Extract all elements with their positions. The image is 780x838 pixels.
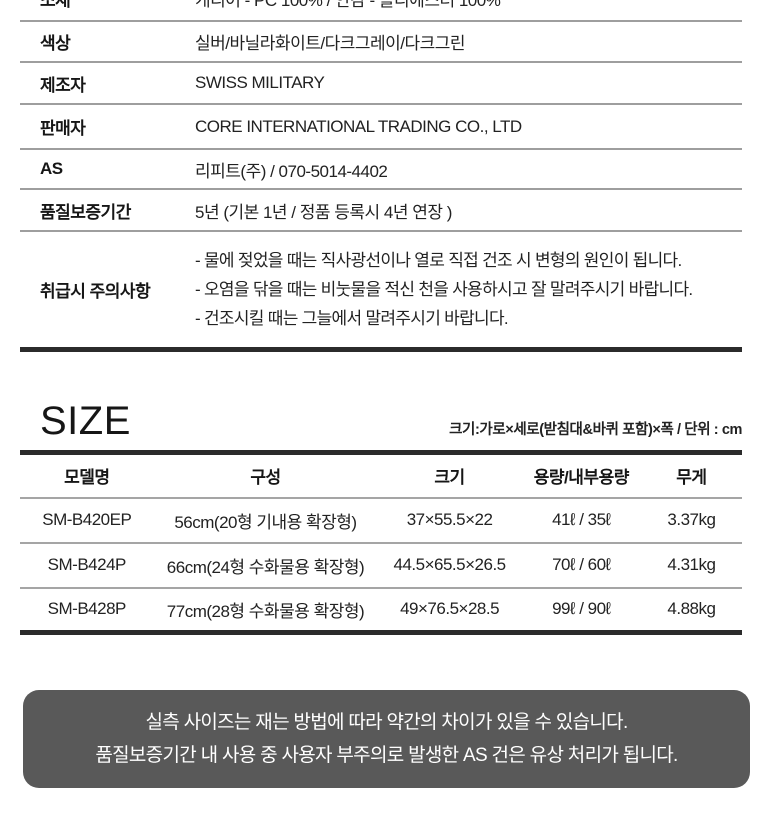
model-name: SM-B420EP: [20, 497, 154, 544]
spec-label-caution: 취급시 주의사항: [40, 282, 151, 301]
size-unit-note: 크기:가로×세로(받침대&바퀴 포함)×폭 / 단위 : cm: [449, 422, 742, 438]
size-table-header-row: 모델명 구성 크기 용량/내부용량 무게: [20, 452, 742, 499]
model-capacity: 41ℓ / 35ℓ: [521, 497, 641, 544]
size-table-row-1: SM-B420EP 56cm(20형 기내용 확장형) 37×55.5×22 4…: [20, 497, 742, 544]
size-table: 모델명 구성 크기 용량/내부용량 무게 SM-B420EP 56cm(20형 …: [20, 450, 742, 635]
spec-value-seller: CORE INTERNATIONAL TRADING CO., LTD: [195, 116, 522, 136]
spec-row-as: AS 리피트(주) / 070-5014-4402: [20, 150, 742, 190]
spec-value-caution: - 물에 젖었을 때는 직사광선이나 열로 직접 건조 시 변형의 원인이 됩니…: [195, 247, 742, 332]
size-col-model: 모델명: [20, 452, 154, 499]
model-dims: 44.5×65.5×26.5: [377, 542, 522, 589]
spec-table-bottom-rule: [20, 347, 742, 352]
spec-value-as: 리피트(주) / 070-5014-4402: [195, 161, 388, 181]
spec-value-material: 캐리어 - PC 100% / 안감 - 폴리에스터 100%: [195, 0, 501, 10]
spec-label-as: AS: [40, 159, 63, 178]
model-name: SM-B424P: [20, 542, 154, 589]
model-dims: 37×55.5×22: [377, 497, 522, 544]
notice-line-1: 실측 사이즈는 재는 방법에 따라 약간의 차이가 있을 수 있습니다.: [145, 712, 628, 733]
size-col-dims: 크기: [377, 452, 522, 499]
spec-row-warranty: 품질보증기간 5년 (기본 1년 / 정품 등록시 4년 연장 ): [20, 190, 742, 232]
spec-label-material: 소재: [40, 0, 71, 10]
spec-label-color: 색상: [40, 34, 71, 53]
spec-row-material: 소재 캐리어 - PC 100% / 안감 - 폴리에스터 100%: [20, 0, 742, 22]
caution-line-1: - 물에 젖었을 때는 직사광선이나 열로 직접 건조 시 변형의 원인이 됩니…: [195, 251, 682, 270]
size-table-row-2: SM-B424P 66cm(24형 수화물용 확장형) 44.5×65.5×26…: [20, 542, 742, 589]
caution-line-3: - 건조시킬 때는 그늘에서 말려주시기 바랍니다.: [195, 309, 509, 328]
spec-row-caution: 취급시 주의사항 - 물에 젖었을 때는 직사광선이나 열로 직접 건조 시 변…: [20, 232, 742, 347]
size-section-header: SIZE 크기:가로×세로(받침대&바퀴 포함)×폭 / 단위 : cm: [20, 401, 742, 450]
spec-label-seller: 판매자: [40, 119, 86, 138]
size-col-config: 구성: [153, 452, 378, 499]
spec-table: 소재 캐리어 - PC 100% / 안감 - 폴리에스터 100% 색상 실버…: [20, 0, 742, 352]
size-table-row-3: SM-B428P 77cm(28형 수화물용 확장형) 49×76.5×28.5…: [20, 588, 742, 633]
spec-value-color: 실버/바닐라화이트/다크그레이/다크그린: [195, 34, 466, 53]
size-title: SIZE: [40, 399, 131, 443]
size-col-weight: 무게: [640, 452, 742, 499]
caution-line-2: - 오염을 닦을 때는 비눗물을 적신 천을 사용하시고 잘 말려주시기 바랍니…: [195, 280, 693, 299]
notice-box: 실측 사이즈는 재는 방법에 따라 약간의 차이가 있을 수 있습니다. 품질보…: [23, 690, 750, 788]
spec-value-manufacturer: SWISS MILITARY: [195, 73, 325, 92]
model-weight: 4.88kg: [667, 599, 716, 619]
spec-row-material-inner: 소재 캐리어 - PC 100% / 안감 - 폴리에스터 100%: [20, 0, 742, 20]
model-weight: 4.31kg: [640, 542, 742, 589]
size-col-capacity: 용량/내부용량: [521, 452, 641, 499]
model-dims: 49×76.5×28.5: [400, 599, 500, 619]
model-capacity: 70ℓ / 60ℓ: [521, 542, 641, 589]
spec-value-warranty: 5년 (기본 1년 / 정품 등록시 4년 연장 ): [195, 202, 452, 222]
model-capacity: 99ℓ / 90ℓ: [552, 599, 611, 619]
page-content: 소재 캐리어 - PC 100% / 안감 - 폴리에스터 100% 색상 실버…: [20, 0, 750, 788]
spec-label-manufacturer: 제조자: [40, 75, 86, 95]
model-weight: 3.37kg: [640, 497, 742, 544]
spec-row-seller: 판매자 CORE INTERNATIONAL TRADING CO., LTD: [20, 105, 742, 150]
model-config: 66cm(24형 수화물용 확장형): [153, 542, 378, 589]
model-name: SM-B428P: [47, 599, 127, 619]
spec-label-warranty: 품질보증기간: [40, 202, 131, 222]
model-config: 56cm(20형 기내용 확장형): [153, 497, 378, 544]
model-config: 77cm(28형 수화물용 확장형): [166, 601, 365, 621]
spec-row-manufacturer: 제조자 SWISS MILITARY: [20, 63, 742, 105]
spec-row-color: 색상 실버/바닐라화이트/다크그레이/다크그린: [20, 22, 742, 63]
notice-line-2: 품질보증기간 내 사용 중 사용자 부주의로 발생한 AS 건은 유상 처리가 …: [95, 745, 678, 766]
